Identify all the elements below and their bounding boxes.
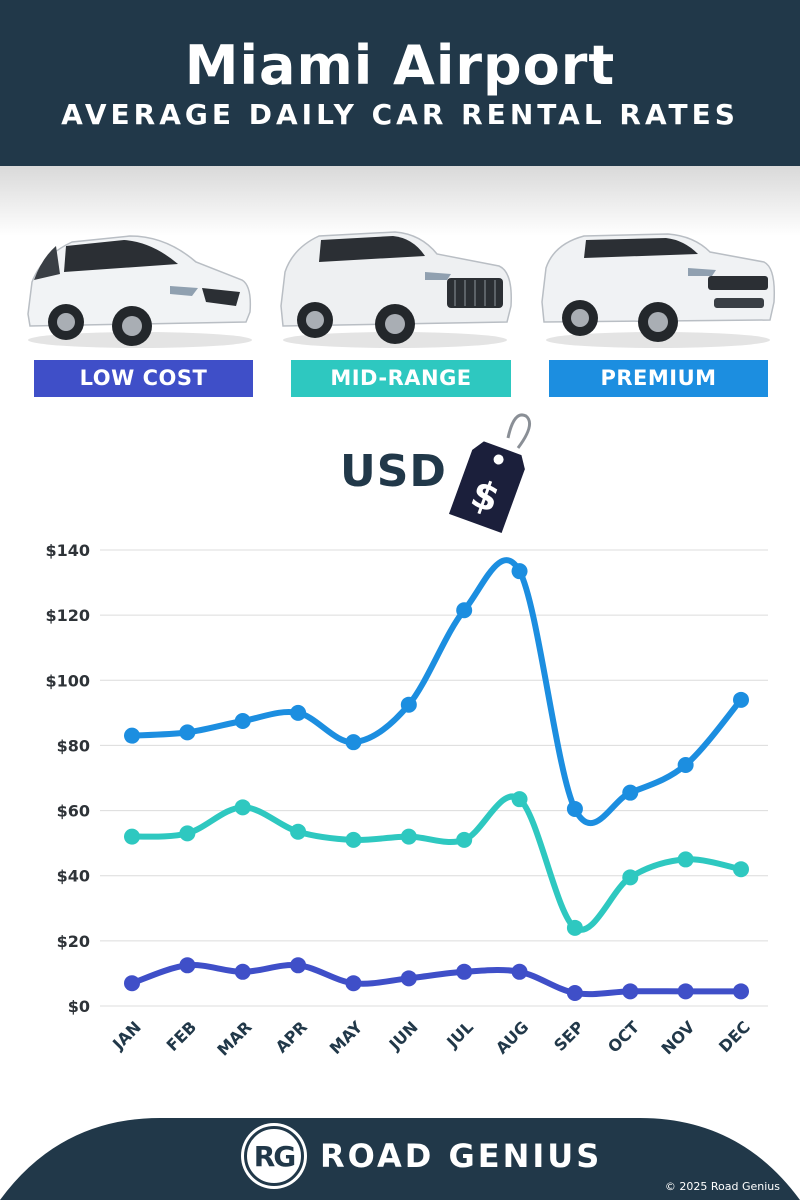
data-point (511, 563, 528, 580)
x-tick-label: NOV (657, 1017, 698, 1058)
data-point (290, 957, 307, 974)
data-point (345, 975, 362, 992)
series-line (129, 962, 744, 998)
y-tick-label: $80 (57, 736, 90, 755)
data-point (733, 691, 749, 708)
x-tick-label: JUN (385, 1017, 422, 1054)
legend-mid-range: MID-RANGE (291, 360, 511, 397)
x-tick-label: APR (272, 1017, 311, 1056)
data-point (456, 963, 473, 980)
data-point (677, 756, 694, 773)
page-title: Miami Airport (184, 34, 616, 97)
y-tick-label: $140 (45, 541, 90, 560)
data-point (566, 800, 583, 817)
data-point (566, 984, 583, 1001)
data-point (511, 791, 528, 808)
data-point (290, 704, 307, 721)
data-point (622, 784, 639, 801)
data-point (345, 734, 362, 751)
legend-premium: PREMIUM (549, 360, 768, 397)
data-point (733, 983, 749, 1000)
data-point (124, 828, 140, 845)
y-tick-label: $40 (57, 867, 90, 886)
series-line (129, 793, 744, 933)
mid-range-car-image (280, 231, 512, 348)
x-tick-label: MAR (213, 1017, 255, 1059)
y-tick-label: $120 (45, 606, 90, 625)
chart-grid: $0 $20 $40 $60 $80 $100 $120 $140 (45, 541, 768, 1016)
data-point (290, 823, 307, 840)
x-tick-label: AUG (492, 1017, 532, 1057)
data-point (124, 975, 140, 992)
y-tick-label: $0 (68, 997, 90, 1016)
currency-label: USD (340, 446, 447, 497)
data-point (677, 983, 694, 1000)
header-banner: Miami Airport AVERAGE DAILY CAR RENTAL R… (0, 0, 800, 166)
data-point (234, 963, 251, 980)
data-point (400, 828, 417, 845)
x-tick-label: JAN (108, 1017, 145, 1054)
y-tick-label: $60 (57, 802, 90, 821)
data-point (622, 983, 639, 1000)
x-tick-label: SEP (550, 1017, 588, 1055)
x-axis-labels: JAN FEB MAR APR MAY JUN JUL AUG SEP OCT NOV DEC (108, 1017, 754, 1060)
brand-logo-lockup: RG ROAD GENIUS (244, 1126, 602, 1186)
y-tick-label: $100 (45, 671, 90, 690)
x-tick-label: FEB (163, 1017, 201, 1055)
copyright-text: © 2025 Road Genius (664, 1180, 780, 1193)
data-point (733, 861, 749, 878)
data-point (124, 727, 140, 744)
data-point (456, 602, 473, 619)
data-point (677, 851, 694, 868)
data-point (179, 957, 196, 974)
data-point (622, 869, 639, 886)
page-subtitle: AVERAGE DAILY CAR RENTAL RATES (61, 98, 739, 131)
rates-line-chart: $0 $20 $40 $60 $80 $100 $120 $140 JAN FEB MAR APR M… (45, 541, 768, 1060)
data-point (179, 825, 196, 842)
price-tag-icon: $ (448, 413, 532, 533)
x-tick-label: JUL (442, 1017, 477, 1052)
x-tick-label: DEC (715, 1017, 754, 1056)
header-shadow (0, 166, 800, 236)
chart-series (124, 557, 749, 1001)
data-point (179, 724, 196, 741)
y-tick-label: $20 (57, 932, 90, 951)
data-point (345, 831, 362, 848)
series-line (129, 557, 744, 827)
legend-low-cost: LOW COST (34, 360, 253, 397)
data-point (511, 963, 528, 980)
x-tick-label: OCT (604, 1017, 643, 1056)
data-point (566, 919, 583, 936)
data-point (400, 696, 417, 713)
brand-name: ROAD GENIUS (320, 1137, 603, 1175)
road-genius-logo: RG (244, 1126, 304, 1186)
data-point (234, 799, 251, 816)
data-point (456, 831, 473, 848)
low-cost-car-image (27, 235, 252, 348)
data-point (234, 713, 251, 729)
data-point (400, 970, 417, 987)
x-tick-label: MAY (326, 1017, 367, 1058)
footer-banner (0, 1118, 800, 1200)
premium-car-image (541, 233, 776, 348)
